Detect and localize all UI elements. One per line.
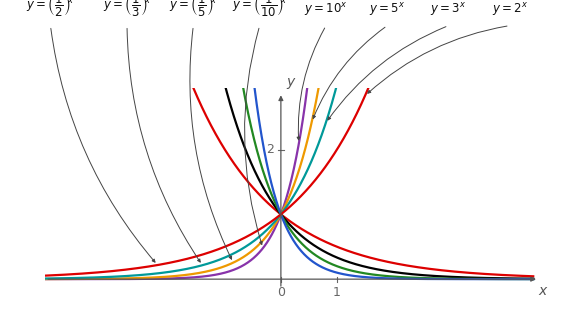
Text: $y = \left(\dfrac{1}{10}\right)^{\!\!x}$: $y = \left(\dfrac{1}{10}\right)^{\!\!x}$ <box>232 0 287 18</box>
Text: 1: 1 <box>333 286 341 299</box>
Text: $y = \left(\dfrac{1}{5}\right)^{\!\!x}$: $y = \left(\dfrac{1}{5}\right)^{\!\!x}$ <box>169 0 218 18</box>
Text: 2: 2 <box>266 143 274 156</box>
Text: $y = 5^x$: $y = 5^x$ <box>369 1 405 18</box>
Text: $y$: $y$ <box>286 76 297 91</box>
Text: $y = 2^x$: $y = 2^x$ <box>492 1 528 18</box>
Text: $y = \left(\dfrac{1}{2}\right)^{\!\!x}$: $y = \left(\dfrac{1}{2}\right)^{\!\!x}$ <box>26 0 75 18</box>
Text: $y = 10^x$: $y = 10^x$ <box>304 1 348 18</box>
Text: $y = \left(\dfrac{1}{3}\right)^{\!\!x}$: $y = \left(\dfrac{1}{3}\right)^{\!\!x}$ <box>103 0 151 18</box>
Text: $y = 3^x$: $y = 3^x$ <box>430 1 467 18</box>
Text: 0: 0 <box>277 286 285 299</box>
Text: $x$: $x$ <box>538 284 549 298</box>
